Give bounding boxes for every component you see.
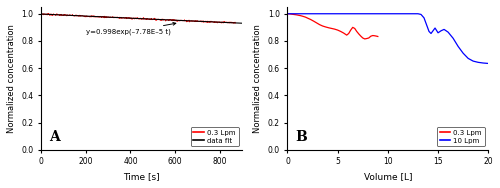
Text: A: A [50, 130, 60, 144]
Text: B: B [296, 130, 307, 144]
Y-axis label: Normalized concentration: Normalized concentration [253, 24, 262, 133]
Y-axis label: Normalized concentration: Normalized concentration [7, 24, 16, 133]
X-axis label: Volume [L]: Volume [L] [364, 172, 412, 181]
Legend: 0.3 Lpm, 10 Lpm: 0.3 Lpm, 10 Lpm [437, 127, 485, 146]
Text: y=0.998exp(–7.78E–5 t): y=0.998exp(–7.78E–5 t) [86, 22, 176, 35]
X-axis label: Time [s]: Time [s] [124, 172, 160, 181]
Legend: 0.3 Lpm, data fit: 0.3 Lpm, data fit [190, 127, 238, 146]
